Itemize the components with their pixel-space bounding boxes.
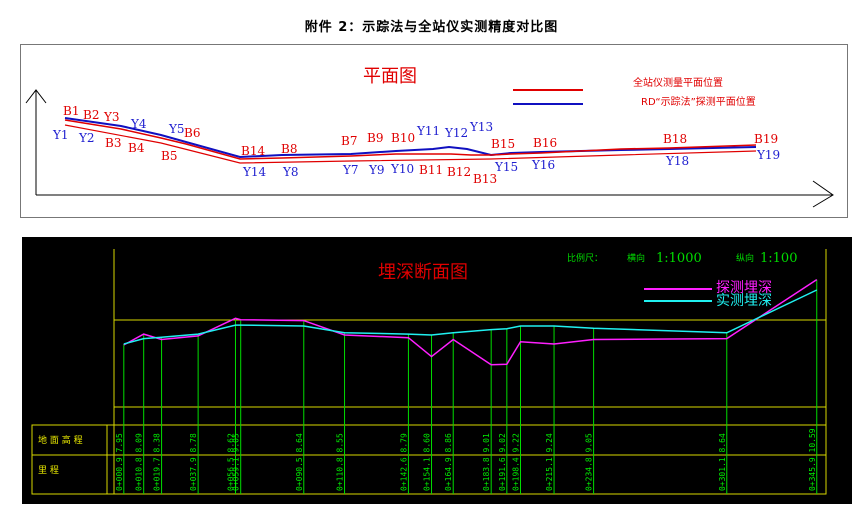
total-station-lower-line	[64, 124, 757, 164]
chainage-label: 0+037.9 8.78	[189, 433, 198, 491]
chainage-label: 0+191.6 9.02	[498, 433, 507, 491]
label-y2: Y2	[78, 131, 95, 145]
plan-view-svg: 平面图 全站仪测量平面位置 RD“示踪法”探测平面位置 B1 B2 Y3 B3 …	[25, 66, 834, 208]
legend-label-detected: 探测埋深	[716, 280, 772, 296]
label-b7: B7	[341, 134, 357, 148]
chainage-label: 0+142.6 8.79	[399, 433, 408, 491]
label-b15: B15	[491, 137, 515, 151]
label-b9: B9	[367, 131, 383, 145]
label-y16: Y16	[531, 158, 555, 172]
label-y1: Y1	[52, 128, 69, 142]
label-y3: Y3	[103, 110, 120, 124]
plan-y-arrow	[25, 89, 47, 104]
label-y15: Y15	[494, 160, 518, 174]
chainage-label: 0+345.9 10.59	[808, 428, 817, 491]
label-y4: Y4	[130, 117, 147, 131]
label-b4: B4	[128, 141, 145, 155]
total-station-line	[64, 119, 757, 160]
label-b3: B3	[105, 136, 121, 150]
chainage-label: 0+234.8 9.05	[585, 433, 594, 491]
plan-title: 平面图	[363, 66, 417, 87]
label-y10: Y10	[390, 162, 414, 176]
label-b10: B10	[391, 131, 415, 145]
series-line-measured	[123, 289, 818, 345]
legend-label-total-station: 全站仪测量平面位置	[633, 76, 723, 89]
plan-view-panel: 平面图 全站仪测量平面位置 RD“示踪法”探测平面位置 B1 B2 Y3 B3 …	[20, 44, 848, 218]
label-b11: B11	[419, 163, 443, 177]
label-b6: B6	[184, 126, 200, 140]
page-title: 附件 2：示踪法与全站仪实测精度对比图	[304, 20, 559, 35]
chainage-label: 0+059.1 9.05	[232, 433, 241, 491]
chainage-label: 0+215.1 9.24	[545, 433, 554, 491]
chainage-label: 0+110.8 8.55	[336, 433, 345, 491]
scale-horizontal-value: 1:1000	[656, 251, 702, 266]
chainage-label: 0+090.5 8.64	[295, 433, 304, 491]
label-y7: Y7	[342, 163, 359, 177]
chainage-label: 0+056.5 8.62	[226, 433, 235, 491]
chainage-label: 0+010.8 8.09	[135, 433, 144, 491]
label-y19: Y19	[756, 148, 780, 162]
section-title: 埋深断面图	[378, 262, 468, 283]
scale-vertical-label: 纵向	[736, 252, 754, 264]
row-label-chainage: 里 程	[38, 465, 59, 476]
label-b1: B1	[63, 104, 79, 118]
section-marks: 0+000.9 7.95 0+010.8 8.09 0+019.7 8.38 0+03…	[115, 279, 818, 494]
label-y14: Y14	[242, 165, 267, 179]
chainage-label: 0+198.4 9.22	[512, 433, 521, 491]
chainage-label: 0+183.8 9.01	[482, 433, 491, 491]
label-b2: B2	[83, 108, 99, 122]
chainage-label: 0+301.1 8.64	[718, 433, 727, 491]
scale-horizontal-label: 横向	[627, 252, 645, 264]
section-view-panel: 地 面 高 程 里 程 埋深断面图 比例尺： 横向 1:1000 纵向 1:10…	[22, 237, 852, 504]
series-line-detected	[123, 279, 818, 366]
legend-label-tracer: RD“示踪法”探测平面位置	[641, 95, 756, 108]
chainage-label: 0+164.9 8.86	[444, 433, 453, 491]
label-y13: Y13	[469, 120, 493, 134]
chainage-label: 0+019.7 8.38	[153, 433, 162, 491]
chainage-label: 0+000.9 7.95	[115, 433, 124, 491]
label-b16: B16	[533, 136, 557, 150]
label-b8: B8	[281, 142, 297, 156]
label-y12: Y12	[444, 126, 468, 140]
label-b13: B13	[473, 172, 497, 186]
label-b5: B5	[161, 149, 177, 163]
label-y18: Y18	[665, 154, 689, 168]
section-view-svg: 地 面 高 程 里 程 埋深断面图 比例尺： 横向 1:1000 纵向 1:10…	[31, 249, 827, 495]
label-y5: Y5	[168, 122, 185, 136]
table-frame	[31, 424, 827, 495]
legend-label-measured: 实测埋深	[716, 293, 772, 309]
label-y11: Y11	[416, 124, 440, 138]
scale-label: 比例尺：	[567, 252, 603, 264]
label-y8: Y8	[282, 165, 299, 179]
label-y9: Y9	[368, 163, 385, 177]
chainage-label: 0+154.1 8.60	[423, 433, 432, 491]
label-b12: B12	[447, 165, 471, 179]
row-label-ground-elevation: 地 面 高 程	[38, 434, 83, 446]
scale-vertical-value: 1:100	[760, 251, 797, 266]
label-b19: B19	[754, 132, 778, 146]
label-b14: B14	[241, 144, 265, 158]
label-b18: B18	[663, 132, 687, 146]
plan-x-arrow	[812, 180, 834, 208]
